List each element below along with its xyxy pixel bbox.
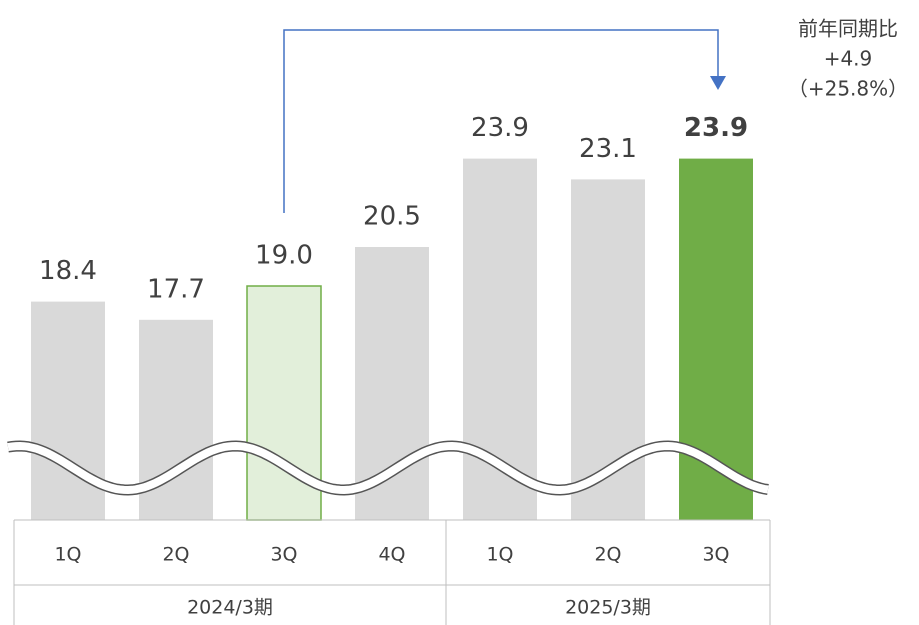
x-tick-label: 3Q xyxy=(702,544,729,566)
x-tick-label: 3Q xyxy=(270,544,297,566)
data-label: 20.5 xyxy=(363,202,421,232)
annotation: （+25.8%） xyxy=(788,77,908,101)
x-tick-label: 2Q xyxy=(594,544,621,566)
annotation: 前年同期比 xyxy=(798,17,898,41)
group-label: 2024/3期 xyxy=(187,597,273,619)
data-label: 23.9 xyxy=(471,113,529,143)
arrow-head xyxy=(710,76,726,90)
bar xyxy=(355,247,429,520)
data-label: 19.0 xyxy=(255,241,313,271)
bar xyxy=(571,179,645,520)
x-tick-label: 4Q xyxy=(378,544,405,566)
data-label: 23.1 xyxy=(579,134,637,164)
comparison-arrow xyxy=(283,29,719,213)
axis-break xyxy=(7,441,769,495)
data-label: 18.4 xyxy=(39,256,97,286)
group-label: 2025/3期 xyxy=(565,597,651,619)
data-label: 17.7 xyxy=(147,274,205,304)
x-tick-label: 1Q xyxy=(486,544,513,566)
x-tick-label: 2Q xyxy=(162,544,189,566)
data-label: 23.9 xyxy=(684,113,748,143)
x-tick-label: 1Q xyxy=(54,544,81,566)
annotation: +4.9 xyxy=(824,47,873,71)
bar xyxy=(31,301,105,520)
